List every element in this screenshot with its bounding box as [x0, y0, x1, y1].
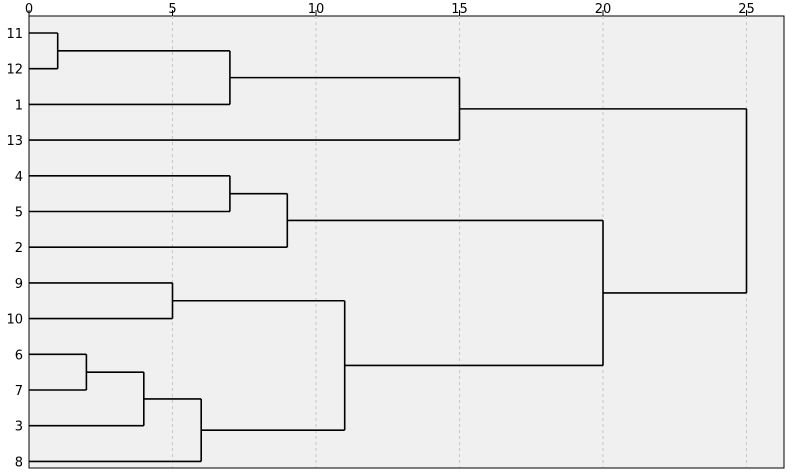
x-tick-label-10: 10 [308, 2, 325, 17]
leaf-label-5: 5 [15, 206, 23, 221]
leaf-label-7: 7 [15, 384, 23, 399]
x-axis: 0 5 10 15 20 25 [25, 2, 755, 17]
leaf-label-11: 11 [6, 27, 23, 42]
leaf-label-10: 10 [6, 313, 23, 328]
leaf-label-4: 4 [15, 170, 23, 185]
x-tick-label-5: 5 [168, 2, 176, 17]
leaf-label-13: 13 [6, 134, 23, 149]
leaf-label-3: 3 [15, 420, 23, 435]
dendrogram-tree [29, 32, 748, 463]
leaf-label-1: 1 [15, 98, 23, 113]
leaf-label-12: 12 [6, 63, 23, 78]
x-tick-label-0: 0 [25, 2, 33, 17]
plot-area [28, 15, 785, 469]
leaf-label-2: 2 [15, 241, 23, 256]
leaf-labels: 11 12 1 13 4 5 2 9 10 6 7 3 8 [6, 27, 23, 470]
leaf-label-9: 9 [15, 277, 23, 292]
x-tick-label-20: 20 [595, 2, 612, 17]
x-tick-label-25: 25 [738, 2, 755, 17]
leaf-label-8: 8 [15, 455, 23, 470]
leaf-label-6: 6 [15, 348, 23, 363]
x-tick-label-15: 15 [451, 2, 468, 17]
